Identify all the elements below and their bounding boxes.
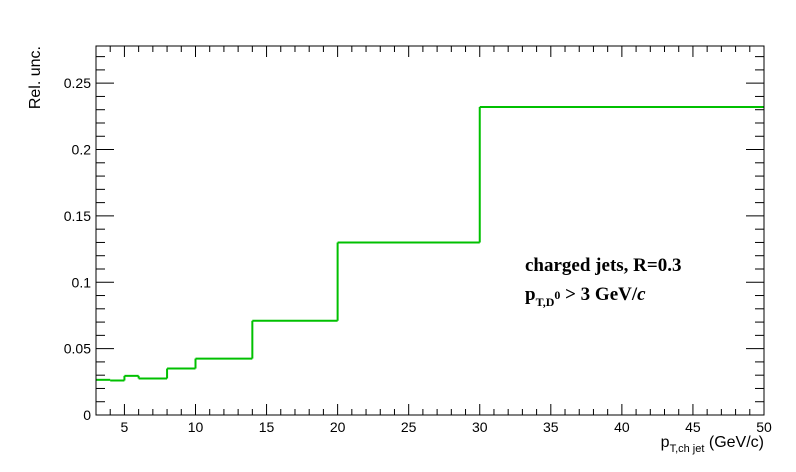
x-tick-label: 20: [330, 419, 346, 435]
x-tick-label: 30: [472, 419, 488, 435]
x-tick-label: 45: [685, 419, 701, 435]
y-tick-label: 0.25: [64, 75, 91, 91]
x-tick-label: 5: [121, 419, 129, 435]
x-axis-title-main: p: [661, 434, 670, 451]
x-tick-label: 25: [401, 419, 417, 435]
y-tick-label: 0.1: [72, 274, 92, 290]
x-axis-title-tail: (GeV/c): [704, 434, 764, 451]
y-tick-label: 0.15: [64, 208, 91, 224]
series: [96, 106, 764, 382]
x-tick-label: 50: [756, 419, 772, 435]
annotation-line1: charged jets, R=0.3: [525, 255, 681, 276]
y-axis-title: Rel. unc.: [27, 46, 44, 109]
annotation-line2-tail: > 3 GeV/: [560, 284, 638, 305]
axis-ticks: [95, 46, 765, 416]
y-tick-label: 0.2: [72, 142, 92, 158]
plot-frame: [95, 45, 765, 416]
x-axis-title-sub: T,ch jet: [670, 443, 705, 455]
y-tick-labels: 0 0.05 0.1 0.15 0.2 0.25: [64, 75, 91, 423]
annotation-line2-main: p: [525, 284, 536, 305]
annotation-line2: pT,D0 > 3 GeV/c: [525, 284, 646, 309]
annotation-line2-sub: T,D: [536, 295, 555, 309]
x-tick-label: 40: [614, 419, 630, 435]
y-tick-label: 0: [83, 407, 91, 423]
x-tick-label: 15: [259, 419, 275, 435]
y-tick-label: 0.05: [64, 341, 91, 357]
x-tick-labels: 5 10 15 20 25 30 35 40 45 50: [121, 419, 772, 435]
x-tick-label: 35: [543, 419, 559, 435]
x-tick-label: 10: [188, 419, 204, 435]
annotation-line2-sup: 0: [554, 288, 560, 302]
annotation-line2-italic: c: [637, 284, 646, 305]
x-axis-title: pT,ch jet (GeV/c): [661, 434, 764, 455]
